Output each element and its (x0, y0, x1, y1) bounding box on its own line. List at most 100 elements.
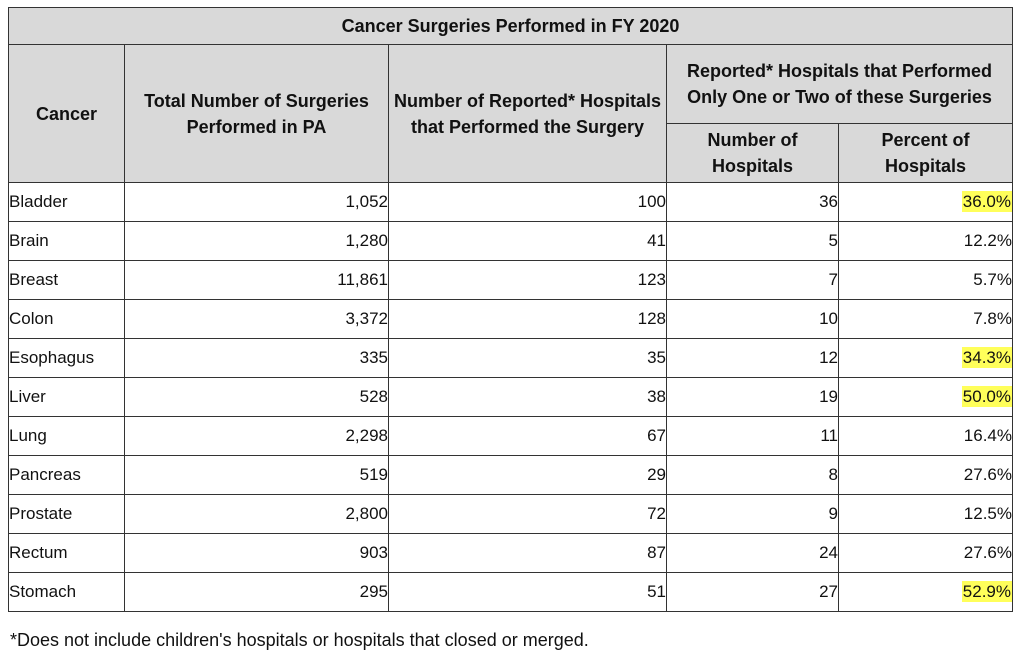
cell-group-number-text: 7 (828, 270, 838, 289)
cell-cancer: Stomach (8, 572, 125, 612)
cell-total-surgeries: 519 (124, 455, 389, 495)
cell-group-number: 24 (666, 533, 839, 573)
cell-total-surgeries-text: 1,280 (345, 231, 388, 250)
cell-number-of-hospitals: 67 (388, 416, 667, 456)
cell-number-of-hospitals: 41 (388, 221, 667, 261)
cell-number-of-hospitals: 29 (388, 455, 667, 495)
table-row: Esophagus 335 35 12 34.3% (8, 338, 1013, 378)
cell-number-of-hospitals-text: 41 (647, 231, 666, 250)
cell-total-surgeries: 2,800 (124, 494, 389, 534)
cell-group-percent: 52.9% (838, 572, 1013, 612)
cell-number-of-hospitals: 100 (388, 182, 667, 222)
cell-total-surgeries: 2,298 (124, 416, 389, 456)
cell-number-of-hospitals: 51 (388, 572, 667, 612)
cell-cancer-text: Lung (9, 426, 47, 445)
cell-number-of-hospitals: 128 (388, 299, 667, 339)
cell-cancer-text: Rectum (9, 543, 68, 562)
cell-total-surgeries-text: 2,800 (345, 504, 388, 523)
cell-group-percent: 34.3% (838, 338, 1013, 378)
cell-total-surgeries: 528 (124, 377, 389, 417)
cell-cancer: Rectum (8, 533, 125, 573)
table-row: Breast 11,861 123 7 5.7% (8, 260, 1013, 300)
cell-number-of-hospitals: 38 (388, 377, 667, 417)
table-row: Brain 1,280 41 5 12.2% (8, 221, 1013, 261)
table-row: Liver 528 38 19 50.0% (8, 377, 1013, 417)
cell-total-surgeries-text: 335 (359, 348, 388, 367)
cell-group-percent-text: 7.8% (973, 309, 1012, 328)
cell-cancer-text: Liver (9, 387, 46, 406)
cell-group-percent: 27.6% (838, 455, 1013, 495)
cell-group-percent-text: 27.6% (963, 543, 1012, 562)
cell-total-surgeries-text: 519 (359, 465, 388, 484)
table-row: Rectum 903 87 24 27.6% (8, 533, 1013, 573)
cell-group-percent: 36.0% (838, 182, 1013, 222)
cell-cancer: Colon (8, 299, 125, 339)
cell-group-percent-text: 16.4% (963, 426, 1012, 445)
cell-cancer-text: Prostate (9, 504, 73, 523)
cell-group-number: 36 (666, 182, 839, 222)
cell-cancer-text: Stomach (9, 582, 77, 601)
cell-number-of-hospitals: 35 (388, 338, 667, 378)
cell-cancer: Pancreas (8, 455, 125, 495)
cell-group-percent: 50.0% (838, 377, 1013, 417)
cell-total-surgeries: 295 (124, 572, 389, 612)
header-total-surgeries: Total Number of Surgeries Performed in P… (124, 44, 389, 183)
cell-cancer: Breast (8, 260, 125, 300)
cell-total-surgeries: 335 (124, 338, 389, 378)
cell-total-surgeries-text: 528 (359, 387, 388, 406)
cell-group-percent-text: 5.7% (973, 270, 1012, 289)
cell-cancer-text: Brain (9, 231, 49, 250)
header-group-percent: Percent of Hospitals (838, 123, 1013, 183)
cell-cancer: Bladder (8, 182, 125, 222)
cell-group-percent: 12.5% (838, 494, 1013, 534)
cell-group-number-text: 12 (819, 348, 838, 367)
header-number-of-hospitals: Number of Reported* Hospitals that Perfo… (388, 44, 667, 183)
table-row: Prostate 2,800 72 9 12.5% (8, 494, 1013, 534)
cell-number-of-hospitals-text: 51 (647, 582, 666, 601)
cell-group-number: 27 (666, 572, 839, 612)
table-title: Cancer Surgeries Performed in FY 2020 (8, 7, 1013, 45)
header-group-number: Number of Hospitals (666, 123, 839, 183)
header-cancer: Cancer (8, 44, 125, 183)
cell-total-surgeries-text: 1,052 (345, 192, 388, 211)
table-body: Bladder 1,052 100 36 36.0% Brain 1,280 41 5 12.2%… (8, 182, 1013, 612)
cell-total-surgeries-text: 11,861 (337, 270, 388, 289)
cell-cancer-text: Colon (9, 309, 54, 328)
cell-group-number: 11 (666, 416, 839, 456)
table-row: Colon 3,372 128 10 7.8% (8, 299, 1013, 339)
cell-number-of-hospitals-text: 35 (647, 348, 666, 367)
header-one-or-two-group: Reported* Hospitals that Performed Only … (666, 44, 1013, 124)
cell-group-percent-text: 12.2% (963, 231, 1012, 250)
cell-group-number: 12 (666, 338, 839, 378)
cell-number-of-hospitals-text: 38 (647, 387, 666, 406)
highlighted-percent: 52.9% (961, 581, 1012, 602)
footnote: *Does not include children's hospitals o… (10, 630, 589, 650)
cell-group-number: 5 (666, 221, 839, 261)
cancer-surgeries-table: Cancer Surgeries Performed in FY 2020 Ca… (8, 7, 1013, 612)
cell-total-surgeries-text: 3,372 (345, 309, 388, 328)
cell-cancer: Esophagus (8, 338, 125, 378)
cell-total-surgeries-text: 903 (359, 543, 388, 562)
cell-cancer: Lung (8, 416, 125, 456)
cell-group-number-text: 19 (819, 387, 838, 406)
cell-total-surgeries-text: 295 (359, 582, 388, 601)
cell-total-surgeries: 1,052 (124, 182, 389, 222)
cell-group-number-text: 24 (819, 543, 838, 562)
cell-group-number-text: 27 (819, 582, 838, 601)
cell-cancer-text: Esophagus (9, 348, 95, 367)
table-row: Pancreas 519 29 8 27.6% (8, 455, 1013, 495)
cell-group-number-text: 10 (819, 309, 838, 328)
cell-group-percent: 7.8% (838, 299, 1013, 339)
cell-total-surgeries: 1,280 (124, 221, 389, 261)
cell-cancer: Brain (8, 221, 125, 261)
cell-cancer: Prostate (8, 494, 125, 534)
cell-group-number-text: 11 (820, 426, 838, 445)
cell-number-of-hospitals-text: 29 (647, 465, 666, 484)
table-row: Bladder 1,052 100 36 36.0% (8, 182, 1013, 222)
cell-group-percent-text: 27.6% (963, 465, 1012, 484)
cell-number-of-hospitals-text: 67 (647, 426, 666, 445)
cell-group-percent: 5.7% (838, 260, 1013, 300)
cell-group-number-text: 5 (828, 231, 838, 250)
cell-group-number: 8 (666, 455, 839, 495)
cell-number-of-hospitals-text: 72 (647, 504, 666, 523)
